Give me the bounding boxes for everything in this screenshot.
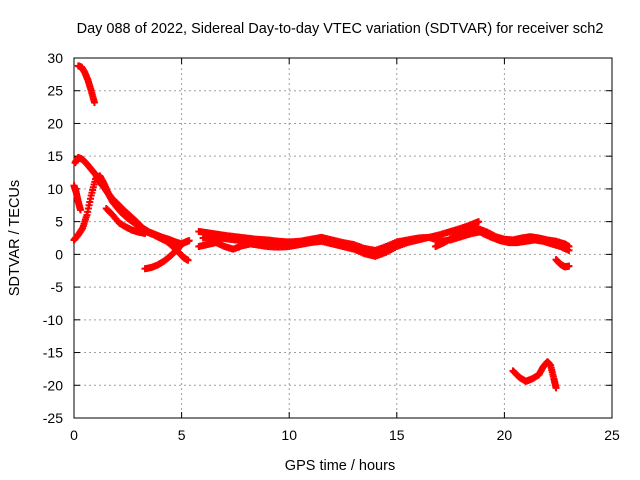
y-tick-label: -25 bbox=[43, 410, 63, 426]
y-axis-ticks: -25 -20 -15 -10 -5 0 5 10 15 20 25 30 bbox=[43, 50, 612, 426]
data-point bbox=[285, 241, 293, 249]
y-tick-label: -15 bbox=[43, 345, 63, 361]
y-tick-label: -5 bbox=[51, 279, 64, 295]
x-axis-label: GPS time / hours bbox=[285, 458, 395, 474]
x-tick-label: 10 bbox=[281, 427, 297, 443]
data-point bbox=[90, 99, 98, 107]
y-tick-label: 5 bbox=[55, 214, 63, 230]
series-arc-9 bbox=[199, 233, 293, 249]
y-tick-label: 10 bbox=[47, 181, 63, 197]
data-point bbox=[565, 246, 573, 254]
x-tick-label: 25 bbox=[604, 427, 620, 443]
x-tick-label: 5 bbox=[178, 427, 186, 443]
y-tick-label: 15 bbox=[47, 148, 63, 164]
y-tick-label: 0 bbox=[55, 246, 63, 262]
x-tick-label: 15 bbox=[389, 427, 405, 443]
y-tick-label: 20 bbox=[47, 115, 63, 131]
x-axis-ticks: 0 5 10 15 20 25 bbox=[70, 58, 620, 443]
y-tick-label: 30 bbox=[47, 50, 63, 66]
data-point bbox=[141, 229, 149, 237]
data-points bbox=[70, 62, 573, 392]
series-arc-4 bbox=[70, 172, 193, 248]
series-arc-11 bbox=[470, 224, 573, 254]
series-arc-1 bbox=[74, 62, 98, 107]
series-arc-13 bbox=[509, 358, 560, 392]
y-axis-label: SDTVAR / TECUs bbox=[7, 180, 23, 296]
data-point bbox=[552, 384, 560, 392]
y-tick-label: -10 bbox=[43, 312, 63, 328]
data-point bbox=[184, 256, 192, 264]
data-point bbox=[565, 262, 573, 270]
series-arc-12 bbox=[552, 256, 573, 271]
series-arc-3 bbox=[70, 182, 84, 214]
chart-title: Day 088 of 2022, Sidereal Day-to-day VTE… bbox=[77, 21, 604, 37]
data-point bbox=[76, 206, 84, 214]
series-arc-6 bbox=[141, 241, 186, 273]
data-point bbox=[185, 237, 193, 245]
y-tick-label: -20 bbox=[43, 377, 63, 393]
y-tick-label: 25 bbox=[47, 83, 63, 99]
data-point bbox=[475, 218, 483, 226]
series-arc-5 bbox=[102, 205, 149, 237]
data-point bbox=[178, 241, 186, 249]
x-tick-label: 0 bbox=[70, 427, 78, 443]
x-tick-label: 20 bbox=[497, 427, 513, 443]
